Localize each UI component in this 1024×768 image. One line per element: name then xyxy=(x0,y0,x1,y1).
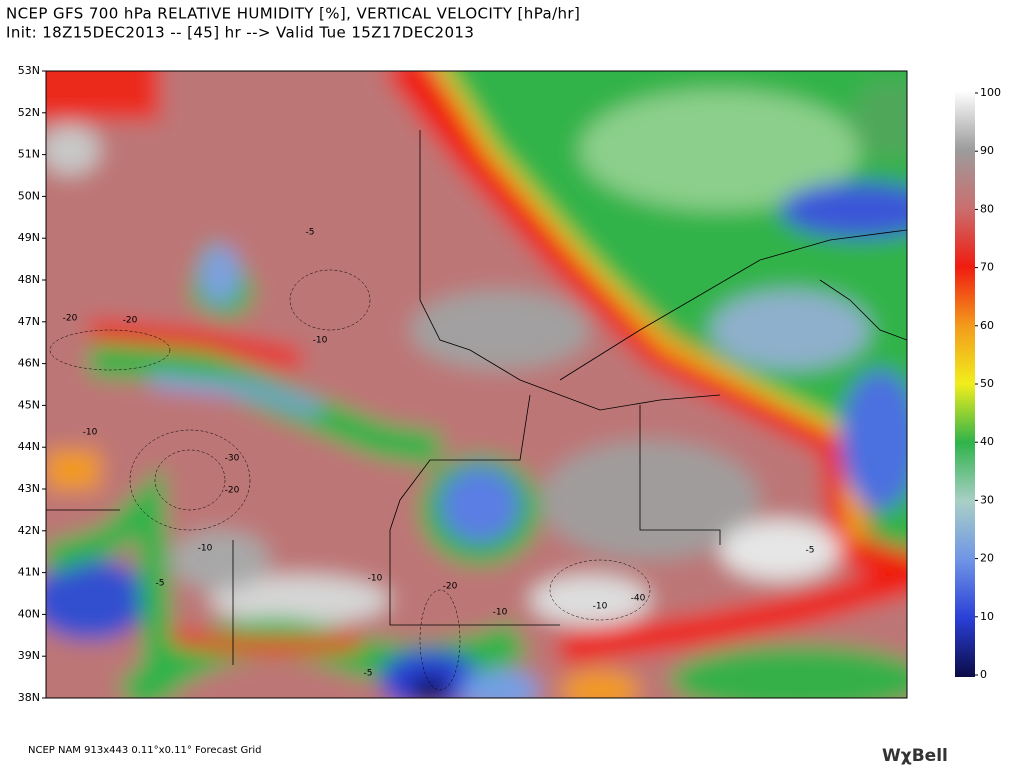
colorbar-label: 30 xyxy=(980,493,994,506)
boundaries xyxy=(46,130,907,665)
grid-note: NCEP NAM 913x443 0.11°x0.11° Forecast Gr… xyxy=(28,745,262,756)
colorbar-label: 40 xyxy=(980,435,994,448)
velocity-contours xyxy=(49,269,651,691)
contour-label: -20 xyxy=(63,314,78,324)
lat-label: 47N xyxy=(18,315,40,328)
humidity-field: -5 -10 -20 -20 -10 -30 -20 -10 -5 -10 -20 -10 -40 -10… xyxy=(46,71,907,698)
colorbar: 0 10 20 30 40 50 60 70 80 90 100 xyxy=(955,86,1001,681)
lat-label: 46N xyxy=(18,357,40,370)
lat-label: 39N xyxy=(18,649,40,662)
contour-label: -40 xyxy=(631,594,646,604)
title: NCEP GFS 700 hPa RELATIVE HUMIDITY [%], … xyxy=(6,5,580,23)
contour-label: -10 xyxy=(493,608,508,618)
colorbar-label: 10 xyxy=(980,610,994,623)
colorbar-label: 20 xyxy=(980,552,994,565)
subtitle: Init: 18Z15DEC2013 -- [45] hr --> Valid … xyxy=(6,24,474,42)
colorbar-label: 50 xyxy=(980,377,994,390)
lat-label: 49N xyxy=(18,231,40,244)
colorbar-label: 0 xyxy=(980,668,987,681)
contour-labels: -5 -10 -20 -20 -10 -30 -20 -10 -5 -10 -20 -10 -40 -10… xyxy=(63,228,815,679)
lat-label: 53N xyxy=(18,64,40,77)
lat-label: 51N xyxy=(18,148,40,161)
colorbar-label: 90 xyxy=(980,144,994,157)
lat-label: 43N xyxy=(18,482,40,495)
map-frame xyxy=(45,70,908,699)
contour-label: -10 xyxy=(198,544,213,554)
lat-label: 41N xyxy=(18,566,40,579)
colorbar-label: 70 xyxy=(980,261,994,274)
lat-axis: 53N 52N 51N 50N 49N 48N 47N 46N 45N 44N 43N 42N 41N 4… xyxy=(18,64,46,704)
contour-label: -5 xyxy=(156,579,165,589)
contour-label: -20 xyxy=(225,486,240,496)
contour-label: -10 xyxy=(83,428,98,438)
lat-label: 50N xyxy=(18,189,40,202)
lat-label: 52N xyxy=(18,106,40,119)
colorbar-label: 80 xyxy=(980,202,994,215)
lat-label: 44N xyxy=(18,440,40,453)
contour-label: -10 xyxy=(313,336,328,346)
lat-label: 48N xyxy=(18,273,40,286)
contour-label: -30 xyxy=(225,454,240,464)
colorbar-label: 100 xyxy=(980,86,1001,99)
logo: WχBell xyxy=(882,746,948,766)
contour-label: -10 xyxy=(368,574,383,584)
lat-label: 45N xyxy=(18,398,40,411)
contour-label: -10 xyxy=(593,602,608,612)
contour-label: -5 xyxy=(364,669,373,679)
contour-label: -5 xyxy=(306,228,315,238)
lat-label: 38N xyxy=(18,691,40,704)
contour-label: -20 xyxy=(123,316,138,326)
lat-label: 42N xyxy=(18,524,40,537)
contour-label: -20 xyxy=(443,582,458,592)
lat-label: 40N xyxy=(18,607,40,620)
colorbar-scale xyxy=(955,91,975,677)
colorbar-label: 60 xyxy=(980,319,994,332)
contour-label: -5 xyxy=(806,546,815,556)
